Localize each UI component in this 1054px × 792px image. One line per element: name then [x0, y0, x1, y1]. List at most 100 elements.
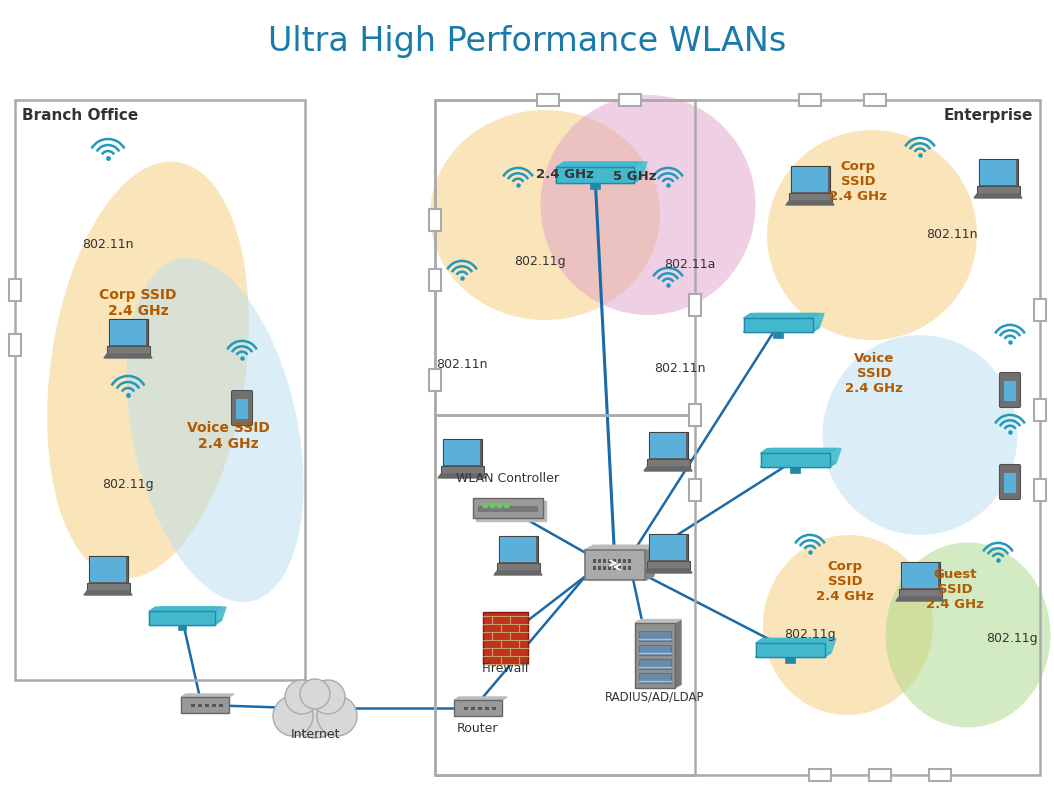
FancyBboxPatch shape	[635, 623, 675, 687]
FancyBboxPatch shape	[648, 432, 687, 459]
FancyBboxPatch shape	[646, 561, 689, 569]
Text: Branch Office: Branch Office	[22, 108, 138, 123]
Text: 802.11a: 802.11a	[664, 258, 716, 271]
FancyBboxPatch shape	[623, 566, 626, 570]
Polygon shape	[585, 545, 655, 550]
Text: Corp
SSID
2.4 GHz: Corp SSID 2.4 GHz	[829, 160, 886, 203]
FancyBboxPatch shape	[646, 459, 689, 467]
FancyBboxPatch shape	[788, 192, 832, 201]
Text: Ultra High Performance WLANs: Ultra High Performance WLANs	[268, 25, 786, 59]
Polygon shape	[84, 591, 132, 595]
FancyBboxPatch shape	[790, 166, 829, 193]
Polygon shape	[761, 463, 837, 467]
FancyBboxPatch shape	[976, 185, 1019, 195]
FancyBboxPatch shape	[743, 318, 813, 332]
FancyBboxPatch shape	[598, 566, 601, 570]
FancyBboxPatch shape	[219, 704, 223, 707]
Ellipse shape	[47, 162, 249, 578]
FancyBboxPatch shape	[761, 453, 829, 467]
FancyBboxPatch shape	[799, 94, 821, 106]
FancyBboxPatch shape	[639, 630, 671, 641]
FancyBboxPatch shape	[774, 332, 783, 337]
FancyBboxPatch shape	[790, 467, 800, 473]
FancyBboxPatch shape	[483, 612, 527, 664]
FancyBboxPatch shape	[785, 657, 795, 663]
FancyBboxPatch shape	[212, 704, 216, 707]
FancyBboxPatch shape	[628, 566, 631, 570]
FancyBboxPatch shape	[1004, 473, 1016, 493]
Polygon shape	[645, 545, 655, 581]
FancyBboxPatch shape	[612, 566, 617, 570]
FancyBboxPatch shape	[929, 769, 951, 781]
FancyBboxPatch shape	[618, 566, 621, 570]
FancyBboxPatch shape	[689, 294, 701, 316]
Polygon shape	[743, 318, 813, 332]
FancyBboxPatch shape	[500, 537, 536, 562]
Polygon shape	[557, 167, 635, 183]
Text: Corp SSID
2.4 GHz: Corp SSID 2.4 GHz	[99, 287, 177, 318]
Text: 802.11g: 802.11g	[102, 478, 154, 491]
FancyBboxPatch shape	[900, 562, 939, 589]
Polygon shape	[476, 501, 546, 521]
FancyBboxPatch shape	[443, 439, 482, 466]
Circle shape	[311, 680, 345, 714]
Text: 802.11n: 802.11n	[436, 358, 488, 371]
FancyBboxPatch shape	[585, 550, 645, 581]
Text: 802.11n: 802.11n	[926, 228, 978, 241]
FancyBboxPatch shape	[232, 390, 253, 425]
Polygon shape	[454, 697, 507, 700]
Polygon shape	[756, 643, 824, 657]
FancyBboxPatch shape	[454, 700, 502, 716]
FancyBboxPatch shape	[592, 559, 597, 563]
Polygon shape	[557, 177, 642, 183]
FancyBboxPatch shape	[619, 94, 641, 106]
Polygon shape	[644, 467, 692, 471]
FancyBboxPatch shape	[89, 555, 128, 584]
FancyBboxPatch shape	[650, 433, 686, 458]
FancyBboxPatch shape	[191, 704, 195, 707]
FancyBboxPatch shape	[109, 318, 148, 347]
Polygon shape	[149, 607, 221, 611]
FancyBboxPatch shape	[181, 697, 229, 713]
Polygon shape	[743, 327, 819, 332]
Polygon shape	[557, 162, 642, 167]
FancyBboxPatch shape	[441, 466, 484, 474]
Polygon shape	[494, 571, 542, 575]
FancyBboxPatch shape	[978, 158, 1017, 186]
FancyBboxPatch shape	[648, 534, 687, 562]
FancyBboxPatch shape	[236, 399, 248, 419]
FancyBboxPatch shape	[499, 535, 538, 563]
Polygon shape	[762, 638, 836, 653]
Text: Guest
SSID
2.4 GHz: Guest SSID 2.4 GHz	[926, 568, 984, 611]
Text: RADIUS/AD/LDAP: RADIUS/AD/LDAP	[605, 690, 705, 703]
Text: WLAN Controller: WLAN Controller	[456, 472, 560, 485]
Polygon shape	[149, 620, 221, 625]
FancyBboxPatch shape	[1034, 399, 1046, 421]
FancyBboxPatch shape	[479, 506, 538, 512]
FancyBboxPatch shape	[603, 559, 606, 563]
Polygon shape	[756, 653, 832, 657]
FancyBboxPatch shape	[429, 209, 441, 231]
FancyBboxPatch shape	[473, 498, 543, 518]
FancyBboxPatch shape	[1004, 381, 1016, 401]
FancyBboxPatch shape	[9, 334, 21, 356]
FancyBboxPatch shape	[612, 559, 617, 563]
FancyBboxPatch shape	[592, 566, 597, 570]
FancyBboxPatch shape	[590, 183, 600, 189]
FancyBboxPatch shape	[1034, 299, 1046, 321]
Polygon shape	[756, 653, 832, 657]
FancyBboxPatch shape	[557, 167, 635, 183]
Polygon shape	[557, 177, 642, 183]
FancyBboxPatch shape	[756, 643, 824, 657]
FancyBboxPatch shape	[864, 94, 886, 106]
FancyBboxPatch shape	[650, 535, 686, 560]
FancyBboxPatch shape	[464, 707, 468, 710]
FancyBboxPatch shape	[204, 704, 209, 707]
Text: Voice
SSID
2.4 GHz: Voice SSID 2.4 GHz	[845, 352, 903, 395]
Ellipse shape	[885, 543, 1051, 728]
FancyBboxPatch shape	[898, 588, 941, 597]
Polygon shape	[896, 597, 944, 601]
FancyBboxPatch shape	[110, 320, 147, 345]
Ellipse shape	[126, 258, 304, 602]
FancyBboxPatch shape	[999, 464, 1020, 500]
